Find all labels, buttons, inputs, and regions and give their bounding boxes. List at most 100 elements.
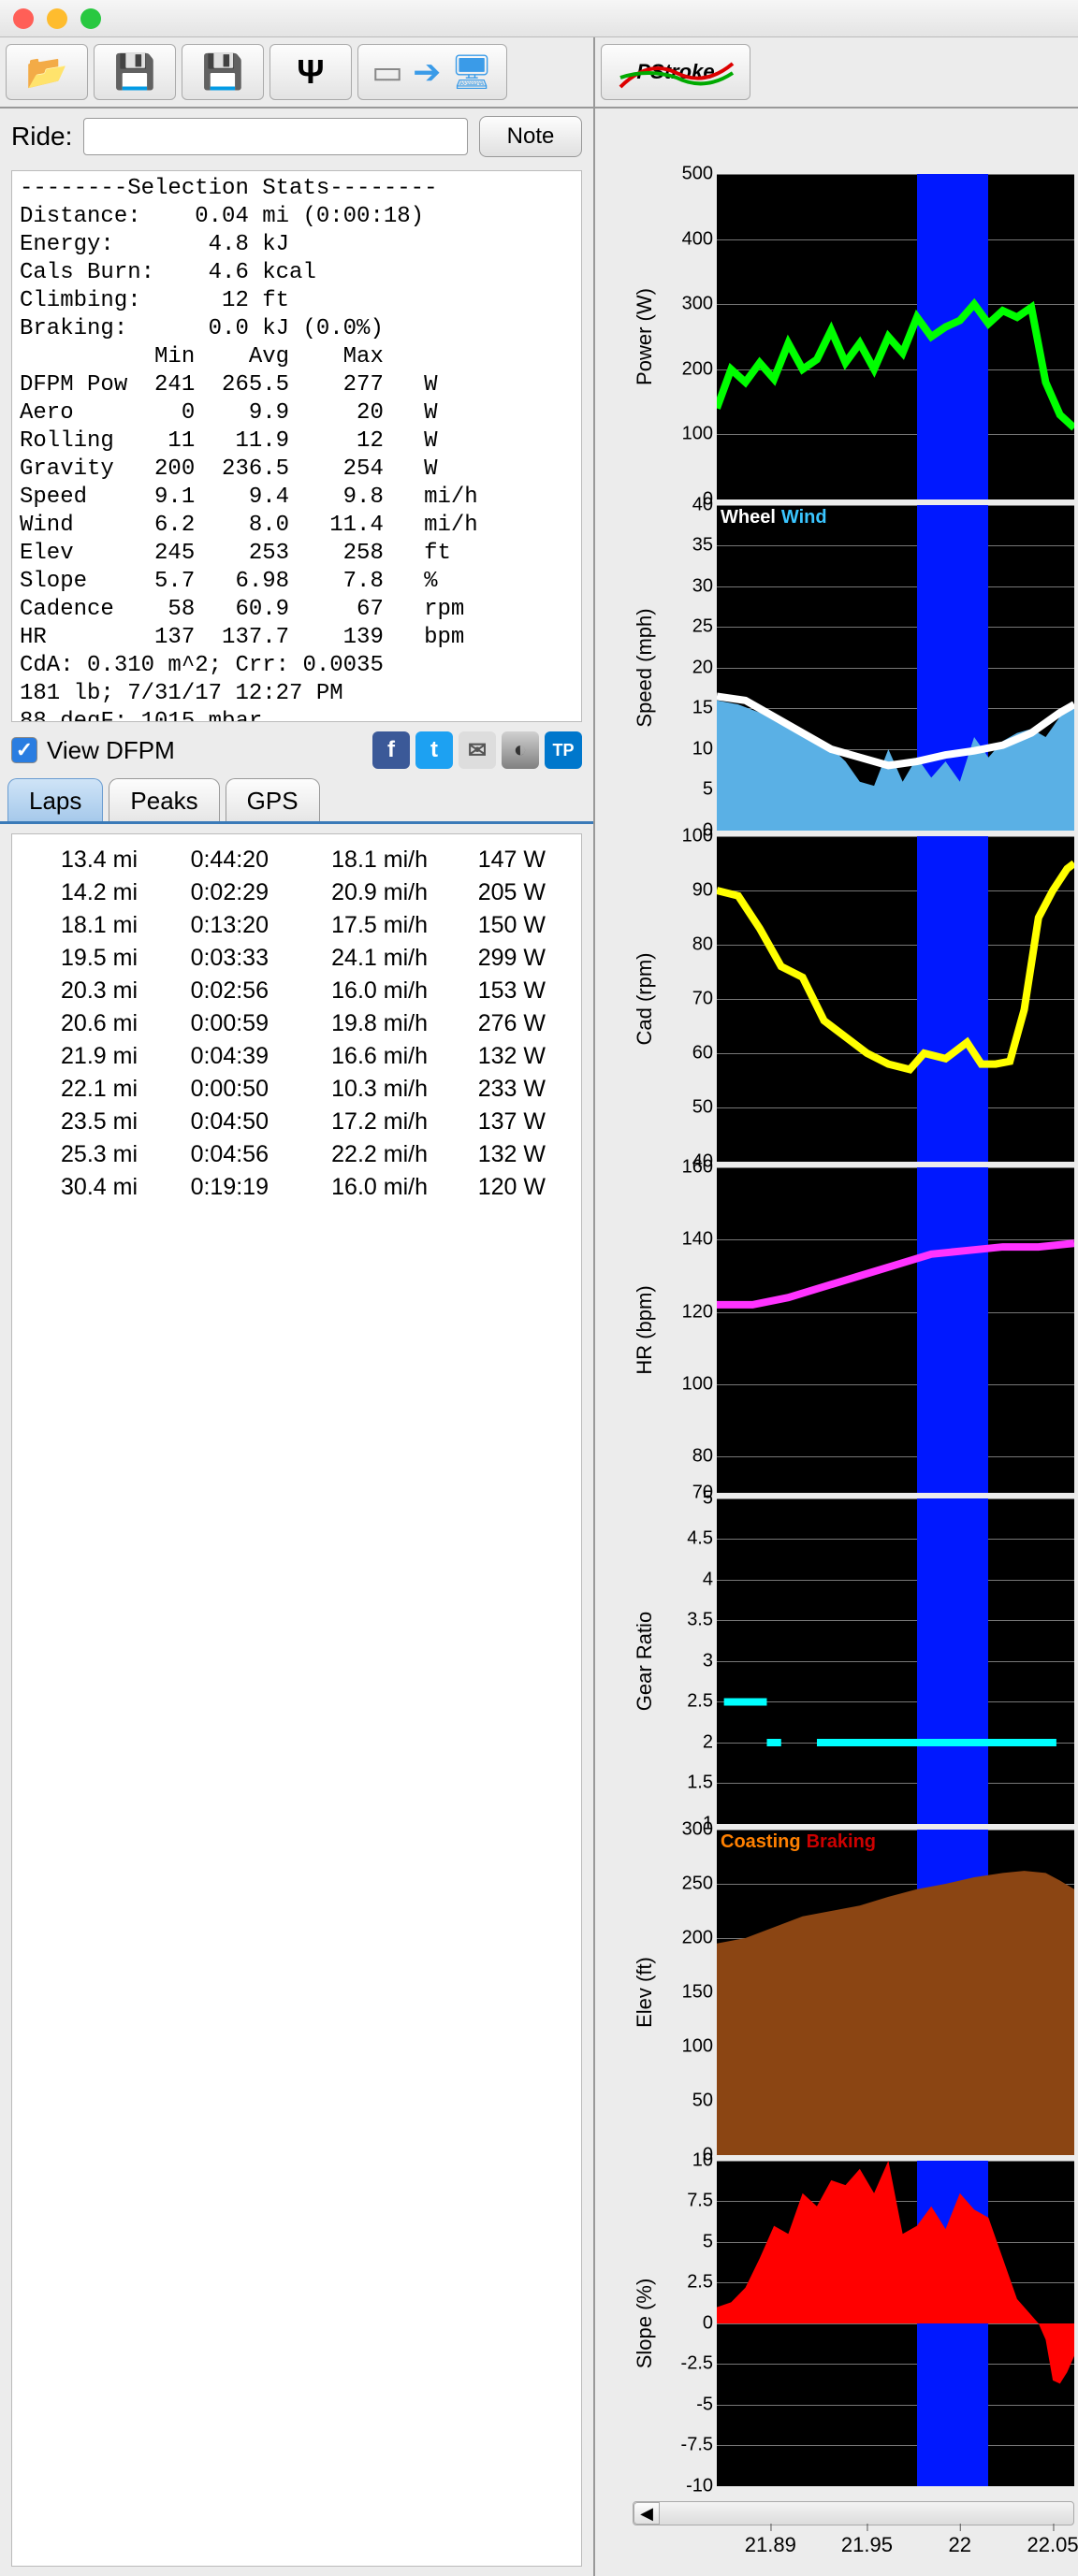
chart-legend: CoastingBraking — [721, 1831, 881, 1853]
plot-area[interactable] — [717, 2161, 1074, 2486]
plot-area[interactable] — [717, 1498, 1074, 1824]
globe-icon[interactable]: ◐ — [502, 731, 539, 769]
chart-cad-rpm-: Cad (rpm)405060708090100 — [633, 836, 1074, 1162]
y-tick: 50 — [692, 1096, 713, 1118]
plot-area[interactable] — [717, 1167, 1074, 1493]
usb-button[interactable]: Ψ — [270, 44, 352, 100]
tabs-row: LapsPeaksGPS — [0, 778, 593, 824]
x-axis-row: ◀ ▶ 21.8921.952222.05 — [633, 2501, 1074, 2567]
lap-row[interactable]: 22.1 mi0:00:5010.3 mi/h233 W — [18, 1073, 575, 1106]
plot-area[interactable]: CoastingBraking — [717, 1830, 1074, 2155]
lap-row[interactable]: 20.3 mi0:02:5616.0 mi/h153 W — [18, 975, 575, 1007]
y-tick: 100 — [682, 424, 713, 445]
charts-pane: Power (W)0100200300400500Speed (mph)0510… — [595, 165, 1078, 2576]
y-tick: 2.5 — [687, 2272, 713, 2294]
monitor-icon: 🖥 — [450, 52, 493, 92]
y-tick: 0 — [703, 2312, 713, 2334]
y-axis-label: Speed (mph) — [633, 608, 657, 727]
y-tick: 3.5 — [687, 1610, 713, 1631]
plot-area[interactable]: WheelWind — [717, 505, 1074, 831]
y-tick: 200 — [682, 1927, 713, 1948]
lap-row[interactable]: 19.5 mi0:03:3324.1 mi/h299 W — [18, 942, 575, 975]
view-dfpm-checkbox[interactable]: ✓ — [11, 737, 37, 763]
y-tick: -10 — [686, 2475, 713, 2496]
y-tick: 10 — [692, 2149, 713, 2171]
pstroke-button[interactable]: PStroke — [601, 44, 750, 100]
lap-row[interactable]: 23.5 mi0:04:5017.2 mi/h137 W — [18, 1106, 575, 1138]
y-axis-label: Slope (%) — [633, 2279, 657, 2369]
y-tick: 50 — [692, 2090, 713, 2111]
y-tick: 100 — [682, 825, 713, 847]
tab-gps[interactable]: GPS — [226, 778, 320, 821]
twitter-icon[interactable]: t — [415, 731, 453, 769]
chart-speed-mph-: Speed (mph)0510152025303540WheelWind — [633, 505, 1074, 831]
lap-row[interactable]: 14.2 mi0:02:2920.9 mi/h205 W — [18, 876, 575, 909]
plot-area[interactable] — [717, 174, 1074, 499]
y-tick: 5 — [703, 2231, 713, 2252]
chart-legend: WheelWind — [721, 507, 833, 528]
y-tick: 5 — [703, 779, 713, 801]
chart-slope-: Slope (%)-10-7.5-5-2.502.557.510 — [633, 2161, 1074, 2486]
trainingpeaks-icon[interactable]: TP — [545, 731, 582, 769]
y-tick: 120 — [682, 1301, 713, 1323]
floppy-icon: 💾 — [114, 52, 156, 92]
y-tick: 140 — [682, 1229, 713, 1251]
y-axis-label: Gear Ratio — [633, 1612, 657, 1711]
lap-row[interactable]: 30.4 mi0:19:1916.0 mi/h120 W — [18, 1171, 575, 1204]
lap-row[interactable]: 21.9 mi0:04:3916.6 mi/h132 W — [18, 1040, 575, 1073]
y-tick: -7.5 — [681, 2435, 713, 2456]
main-toolbar: 📂 💾 💾 Ψ ▭ ➔ 🖥 PStroke — [0, 37, 1078, 109]
close-window-button[interactable] — [13, 8, 34, 29]
y-tick: 150 — [682, 1981, 713, 2003]
device-icon: ▭ — [371, 52, 403, 92]
lap-row[interactable]: 18.1 mi0:13:2017.5 mi/h150 W — [18, 909, 575, 942]
y-tick: 400 — [682, 228, 713, 250]
facebook-icon[interactable]: f — [372, 731, 410, 769]
y-tick: -2.5 — [681, 2353, 713, 2375]
note-button[interactable]: Note — [479, 116, 582, 157]
y-tick: 1.5 — [687, 1773, 713, 1794]
y-axis-label: HR (bpm) — [633, 1285, 657, 1374]
y-tick: 250 — [682, 1873, 713, 1894]
laps-list: 13.4 mi0:44:2018.1 mi/h147 W14.2 mi0:02:… — [11, 833, 582, 2567]
y-tick: 20 — [692, 657, 713, 678]
open-file-button[interactable]: 📂 — [6, 44, 88, 100]
y-tick: 500 — [682, 164, 713, 185]
y-tick: 4 — [703, 1569, 713, 1590]
y-axis-label: Cad (rpm) — [633, 952, 657, 1045]
usb-icon: Ψ — [297, 52, 324, 92]
lap-row[interactable]: 20.6 mi0:00:5919.8 mi/h276 W — [18, 1007, 575, 1040]
lap-row[interactable]: 25.3 mi0:04:5622.2 mi/h132 W — [18, 1138, 575, 1171]
save-button[interactable]: 💾 — [94, 44, 176, 100]
chart-power-w-: Power (W)0100200300400500 — [633, 174, 1074, 499]
y-tick: 25 — [692, 616, 713, 638]
email-icon[interactable]: ✉ — [459, 731, 496, 769]
y-tick: 160 — [682, 1156, 713, 1178]
upload-device-button[interactable]: ▭ ➔ 🖥 — [357, 44, 507, 100]
maximize-window-button[interactable] — [80, 8, 101, 29]
tab-laps[interactable]: Laps — [7, 778, 103, 821]
y-tick: 100 — [682, 1373, 713, 1395]
x-tick: 21.89 — [745, 2533, 796, 2557]
y-tick: 10 — [692, 738, 713, 760]
horizontal-scrollbar[interactable]: ◀ ▶ — [633, 2501, 1074, 2525]
x-tick: 22 — [949, 2533, 971, 2557]
y-tick: 80 — [692, 933, 713, 955]
window-titlebar — [0, 0, 1078, 37]
minimize-window-button[interactable] — [47, 8, 67, 29]
folder-open-icon: 📂 — [26, 52, 68, 92]
lap-row[interactable]: 13.4 mi0:44:2018.1 mi/h147 W — [18, 844, 575, 876]
ride-name-input[interactable] — [83, 118, 468, 155]
scroll-left-button[interactable]: ◀ — [634, 2502, 660, 2525]
y-tick: 35 — [692, 535, 713, 557]
y-tick: 300 — [682, 294, 713, 315]
chart-hr-bpm-: HR (bpm)7080100120140160 — [633, 1167, 1074, 1493]
tab-peaks[interactable]: Peaks — [109, 778, 219, 821]
y-tick: 7.5 — [687, 2191, 713, 2212]
plot-area[interactable] — [717, 836, 1074, 1162]
y-tick: 60 — [692, 1042, 713, 1064]
pstroke-icon — [611, 50, 742, 96]
view-dfpm-label: View DFPM — [47, 736, 175, 765]
y-axis-label: Elev (ft) — [633, 1957, 657, 2028]
save-as-button[interactable]: 💾 — [182, 44, 264, 100]
